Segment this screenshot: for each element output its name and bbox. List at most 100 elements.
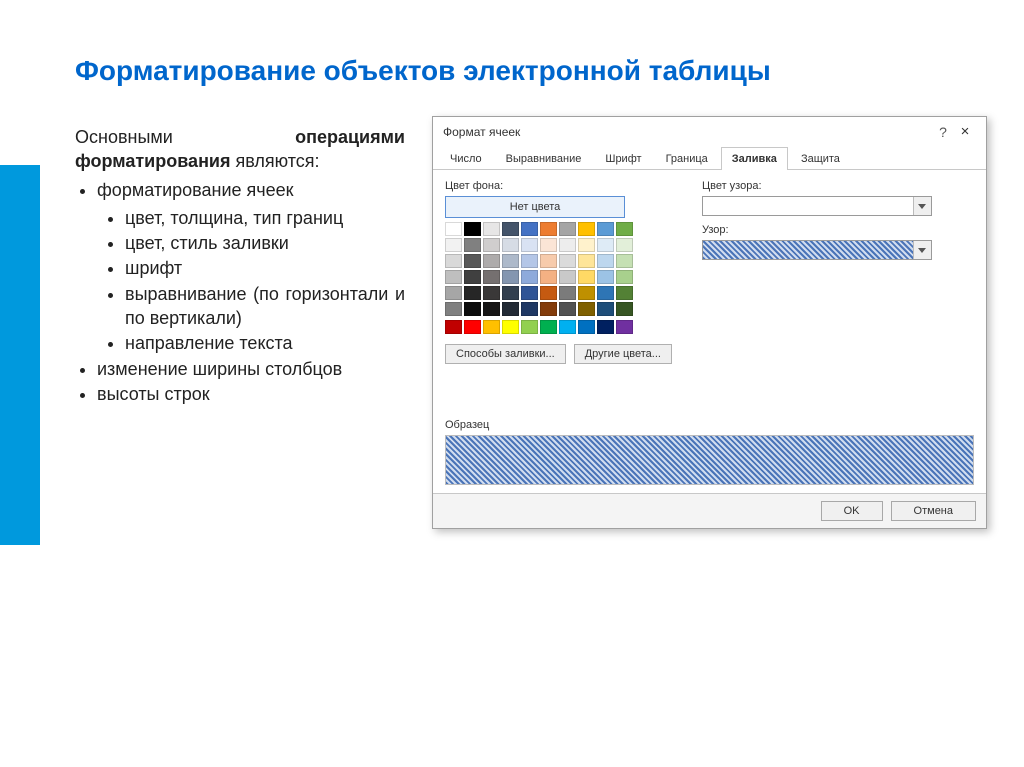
color-swatch[interactable] [502, 302, 519, 316]
bg-label: Цвет фона: [445, 180, 672, 192]
theme-color-grid [445, 222, 672, 316]
tab-border[interactable]: Граница [655, 147, 719, 170]
color-swatch[interactable] [502, 320, 519, 334]
color-swatch[interactable] [521, 270, 538, 284]
color-swatch[interactable] [445, 286, 462, 300]
color-swatch[interactable] [578, 254, 595, 268]
color-swatch[interactable] [540, 320, 557, 334]
color-swatch[interactable] [559, 320, 576, 334]
color-swatch[interactable] [464, 238, 481, 252]
pattern-color-label: Цвет узора: [702, 180, 974, 192]
no-color-button[interactable]: Нет цвета [445, 196, 625, 218]
close-icon[interactable]: × [954, 123, 976, 140]
color-swatch[interactable] [521, 222, 538, 236]
color-swatch[interactable] [559, 270, 576, 284]
color-swatch[interactable] [502, 270, 519, 284]
color-swatch[interactable] [483, 270, 500, 284]
color-swatch[interactable] [559, 238, 576, 252]
color-swatch[interactable] [540, 270, 557, 284]
color-swatch[interactable] [616, 302, 633, 316]
color-swatch[interactable] [483, 320, 500, 334]
color-swatch[interactable] [521, 254, 538, 268]
color-swatch[interactable] [578, 286, 595, 300]
color-swatch[interactable] [616, 270, 633, 284]
color-swatch[interactable] [540, 222, 557, 236]
bullet-1-1: цвет, толщина, тип границ [125, 206, 405, 230]
color-swatch[interactable] [445, 302, 462, 316]
fill-methods-button[interactable]: Способы заливки... [445, 344, 566, 364]
slide-title: Форматирование объектов электронной табл… [75, 55, 771, 87]
color-swatch[interactable] [445, 254, 462, 268]
color-swatch[interactable] [578, 320, 595, 334]
color-swatch[interactable] [559, 254, 576, 268]
color-swatch[interactable] [445, 320, 462, 334]
color-swatch[interactable] [597, 222, 614, 236]
bullet-2: изменение ширины столбцов [97, 357, 405, 381]
tab-fill[interactable]: Заливка [721, 147, 788, 170]
color-swatch[interactable] [502, 222, 519, 236]
intro-text: Основными операциями форматирования явля… [75, 125, 405, 174]
color-swatch[interactable] [521, 320, 538, 334]
color-swatch[interactable] [502, 238, 519, 252]
accent-sidebar [0, 165, 40, 545]
color-swatch[interactable] [616, 238, 633, 252]
ok-button[interactable]: OK [821, 501, 883, 521]
color-swatch[interactable] [559, 302, 576, 316]
color-swatch[interactable] [483, 302, 500, 316]
color-swatch[interactable] [464, 270, 481, 284]
help-icon[interactable]: ? [932, 124, 954, 140]
tab-protection[interactable]: Защита [790, 147, 851, 170]
color-swatch[interactable] [502, 286, 519, 300]
color-swatch[interactable] [464, 254, 481, 268]
color-swatch[interactable] [464, 286, 481, 300]
color-swatch[interactable] [445, 222, 462, 236]
color-swatch[interactable] [483, 286, 500, 300]
color-swatch[interactable] [597, 270, 614, 284]
color-swatch[interactable] [578, 222, 595, 236]
color-swatch[interactable] [578, 302, 595, 316]
color-swatch[interactable] [464, 302, 481, 316]
color-swatch[interactable] [597, 302, 614, 316]
sample-preview [445, 435, 974, 485]
color-swatch[interactable] [521, 286, 538, 300]
color-swatch[interactable] [483, 254, 500, 268]
bullet-1-4: выравнивание (по горизонтали и по вертик… [125, 282, 405, 331]
color-swatch[interactable] [521, 302, 538, 316]
color-swatch[interactable] [540, 302, 557, 316]
tab-alignment[interactable]: Выравнивание [495, 147, 593, 170]
format-cells-dialog: Формат ячеек ? × Число Выравнивание Шриф… [432, 116, 987, 529]
color-swatch[interactable] [483, 222, 500, 236]
color-swatch[interactable] [540, 238, 557, 252]
color-swatch[interactable] [578, 270, 595, 284]
color-swatch[interactable] [578, 238, 595, 252]
color-swatch[interactable] [540, 254, 557, 268]
pattern-dropdown[interactable] [702, 240, 932, 260]
color-swatch[interactable] [597, 238, 614, 252]
color-swatch[interactable] [597, 320, 614, 334]
tab-font[interactable]: Шрифт [594, 147, 652, 170]
color-swatch[interactable] [616, 320, 633, 334]
dialog-titlebar: Формат ячеек ? × [433, 117, 986, 146]
color-swatch[interactable] [540, 286, 557, 300]
bullet-1-2: цвет, стиль заливки [125, 231, 405, 255]
cancel-button[interactable]: Отмена [891, 501, 976, 521]
tab-number[interactable]: Число [439, 147, 493, 170]
color-swatch[interactable] [445, 270, 462, 284]
color-swatch[interactable] [445, 238, 462, 252]
color-swatch[interactable] [597, 254, 614, 268]
color-swatch[interactable] [597, 286, 614, 300]
color-swatch[interactable] [483, 238, 500, 252]
color-swatch[interactable] [616, 254, 633, 268]
pattern-color-dropdown[interactable] [702, 196, 932, 216]
color-swatch[interactable] [464, 320, 481, 334]
pattern-panel: Цвет узора: Узор: [702, 180, 974, 364]
color-swatch[interactable] [502, 254, 519, 268]
color-swatch[interactable] [616, 286, 633, 300]
slide-body: Основными операциями форматирования явля… [75, 125, 405, 407]
color-swatch[interactable] [616, 222, 633, 236]
other-colors-button[interactable]: Другие цвета... [574, 344, 672, 364]
color-swatch[interactable] [521, 238, 538, 252]
color-swatch[interactable] [464, 222, 481, 236]
color-swatch[interactable] [559, 286, 576, 300]
color-swatch[interactable] [559, 222, 576, 236]
